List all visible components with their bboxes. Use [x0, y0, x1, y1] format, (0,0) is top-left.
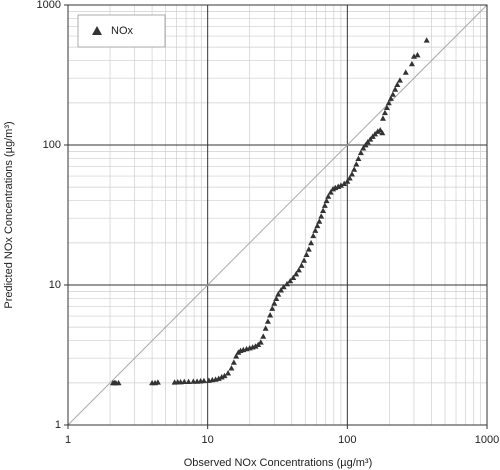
data-point — [414, 51, 421, 58]
data-point — [275, 291, 282, 297]
y-tick-label: 100 — [43, 139, 61, 151]
data-point — [341, 180, 348, 187]
data-point — [323, 197, 330, 204]
data-point — [410, 53, 417, 59]
data-point — [360, 145, 367, 151]
data-point — [346, 175, 353, 181]
data-point — [344, 178, 351, 184]
data-point — [364, 139, 371, 145]
data-point — [379, 129, 386, 136]
data-point — [355, 155, 362, 161]
data-point — [269, 305, 276, 311]
data-point — [257, 339, 264, 345]
data-point — [379, 115, 386, 121]
data-point — [325, 193, 332, 199]
x-tick-label: 10 — [202, 434, 214, 446]
data-point — [392, 86, 399, 92]
data-point — [408, 60, 415, 67]
data-point — [396, 77, 403, 83]
data-point — [221, 372, 228, 379]
y-tick-label: 1000 — [37, 0, 61, 11]
data-point — [252, 343, 259, 349]
data-point — [284, 280, 291, 287]
data-point — [260, 333, 267, 339]
data-point — [154, 379, 161, 385]
data-point — [312, 227, 319, 233]
data-point — [185, 378, 192, 385]
data-point — [298, 262, 305, 268]
x-tick-label: 100 — [338, 434, 356, 446]
data-point — [181, 378, 188, 385]
y-tick-label: 1 — [55, 419, 61, 431]
x-tick-label: 1000 — [475, 434, 499, 446]
data-point — [327, 189, 334, 195]
data-point — [305, 246, 312, 252]
identity-line — [67, 4, 488, 426]
data-point — [293, 270, 300, 277]
data-point — [383, 104, 390, 110]
data-point — [218, 374, 225, 380]
x-tick-label: 1 — [65, 434, 71, 446]
data-point — [353, 161, 360, 167]
data-point — [115, 379, 122, 386]
legend-marker — [92, 26, 102, 35]
data-point — [228, 365, 235, 371]
data-point — [277, 287, 284, 293]
data-point — [374, 128, 381, 134]
x-axis-title: Observed NOx Concentrations (µg/m³) — [184, 457, 373, 469]
data-point — [351, 166, 358, 172]
plot-frame — [67, 4, 488, 426]
data-point — [381, 109, 388, 116]
data-point — [318, 213, 325, 219]
data-point — [385, 99, 392, 106]
data-point — [423, 37, 430, 43]
data-point — [287, 277, 294, 284]
y-axis-title: Predicted NOx Concentrations (µg/m³) — [3, 121, 15, 308]
data-point — [233, 353, 240, 359]
data-point — [295, 266, 302, 273]
data-point — [225, 370, 232, 376]
data-point — [280, 283, 287, 290]
data-point — [394, 81, 401, 88]
data-point — [362, 142, 369, 148]
data-point — [230, 359, 237, 365]
data-point — [321, 202, 328, 208]
data-point — [273, 295, 280, 301]
data-point — [349, 171, 356, 177]
data-point — [367, 136, 374, 142]
data-point — [200, 377, 207, 384]
legend-box — [77, 14, 166, 48]
data-point — [314, 222, 321, 229]
data-point — [264, 318, 271, 324]
data-point — [271, 300, 278, 306]
data-point — [316, 218, 323, 224]
data-point — [308, 239, 315, 246]
data-point — [267, 312, 274, 318]
data-point — [387, 95, 394, 101]
data-point — [337, 182, 344, 188]
data-point — [389, 91, 396, 97]
data-point — [303, 251, 310, 257]
data-point — [262, 325, 269, 331]
legend-label: NOx — [111, 25, 134, 37]
data-point — [402, 69, 409, 75]
data-point — [320, 207, 327, 213]
data-point — [215, 375, 222, 381]
data-point — [290, 274, 297, 280]
data-point — [301, 257, 308, 263]
data-point — [310, 232, 317, 239]
y-tick-label: 10 — [49, 279, 61, 291]
data-point — [357, 149, 364, 156]
